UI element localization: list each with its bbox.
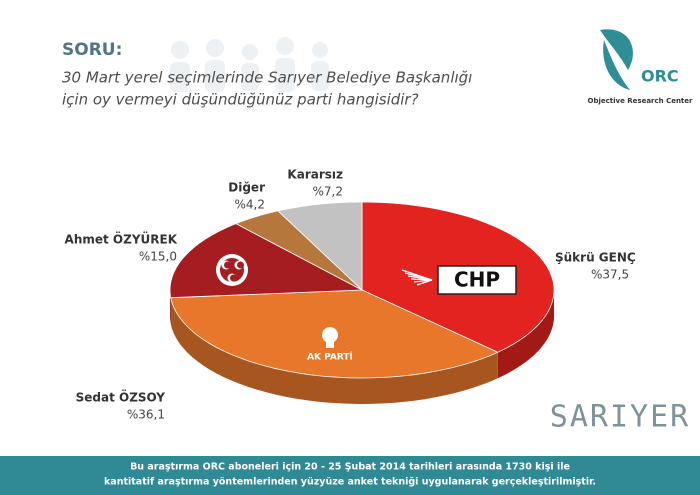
slice — [277, 201, 363, 291]
akp-bulb — [322, 327, 338, 343]
slice — [169, 223, 364, 299]
slice-name: Sedat ÖZSOY — [76, 390, 166, 405]
footer-line: Bu araştırma ORC aboneleri için 20 - 25 … — [130, 462, 570, 473]
mhp-moon-cut — [230, 274, 237, 282]
pie: CHP AK PARTİ — [169, 201, 555, 404]
logo-tagline: Objective Research Center — [588, 97, 694, 105]
question-line: 30 Mart yerel seçimlerinde Sarıyer Beled… — [62, 69, 472, 87]
orc-logo: ORC Objective Research Center — [588, 29, 694, 105]
slice-value: %36,1 — [127, 408, 165, 422]
footer-line: kantitatif araştırma yöntemlerinden yüzy… — [104, 477, 596, 488]
footer-bar — [0, 456, 700, 495]
chp-arrow — [413, 279, 433, 283]
slice-name: Şükrü GENÇ — [555, 251, 636, 265]
location: SARIYER — [550, 400, 690, 435]
logo-name: ORC — [641, 67, 679, 86]
slice-value: %15,0 — [139, 250, 177, 264]
slice-side — [170, 297, 498, 404]
slice-name: Ahmet ÖZYÜREK — [65, 232, 178, 247]
slice-side — [497, 290, 554, 379]
question-line: için oy vermeyi düşündüğünüz parti hangi… — [62, 91, 419, 109]
mhp-moon-cut — [224, 261, 231, 269]
chp-arrow — [416, 279, 433, 286]
slice-name: Kararsız — [287, 168, 343, 182]
chp-logo-box — [437, 265, 517, 295]
akp-logo: AK PARTİ — [307, 352, 353, 363]
question-label: SORU: — [62, 40, 122, 60]
people-watermark — [170, 37, 329, 92]
chp-logo: CHP — [454, 268, 500, 292]
akp-bulb-base — [326, 342, 334, 348]
slice-name: Diğer — [228, 181, 265, 195]
slice-value: %37,5 — [591, 268, 629, 282]
slice — [234, 210, 363, 291]
slice-value: %4,2 — [235, 198, 266, 212]
slice-value: %7,2 — [313, 185, 344, 199]
mhp-moon-cut — [237, 261, 244, 269]
